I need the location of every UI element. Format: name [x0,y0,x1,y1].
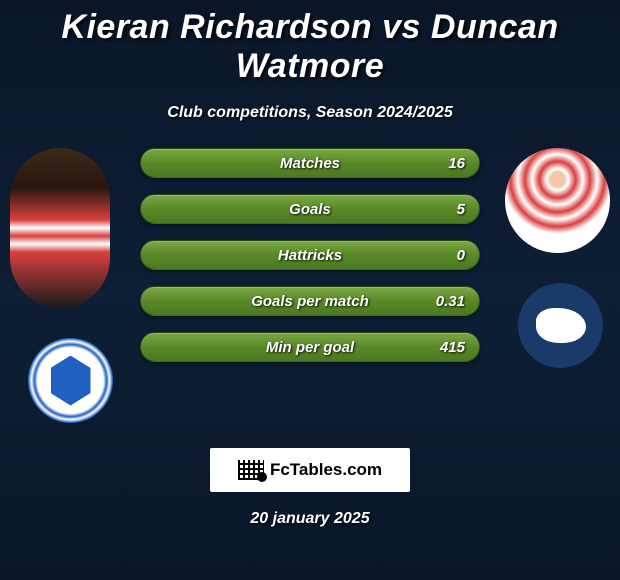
right-player-avatar [505,148,610,253]
left-player-avatar [10,148,110,308]
stat-row-hattricks: Hattricks 0 [140,240,480,270]
brand-logo-text: FcTables.com [270,460,382,480]
comparison-content: Matches 16 Goals 5 Hattricks 0 Goals per… [0,148,620,448]
stat-label: Matches [141,149,479,179]
stat-label: Goals [141,195,479,225]
stat-row-goals-per-match: Goals per match 0.31 [140,286,480,316]
brand-logo-icon [238,460,264,480]
page-title: Kieran Richardson vs Duncan Watmore [0,0,620,86]
stat-bars: Matches 16 Goals 5 Hattricks 0 Goals per… [140,148,480,378]
stat-value: 5 [457,195,465,225]
stat-row-matches: Matches 16 [140,148,480,178]
stat-value: 16 [448,149,465,179]
stat-label: Min per goal [141,333,479,363]
right-club-crest [518,283,603,368]
stat-row-goals: Goals 5 [140,194,480,224]
stat-label: Hattricks [141,241,479,271]
stat-label: Goals per match [141,287,479,317]
stat-row-min-per-goal: Min per goal 415 [140,332,480,362]
stat-value: 415 [440,333,465,363]
left-club-crest [28,338,113,423]
stat-value: 0 [457,241,465,271]
brand-logo: FcTables.com [210,448,410,492]
footer-date: 20 january 2025 [0,510,620,528]
stat-value: 0.31 [436,287,465,317]
subtitle: Club competitions, Season 2024/2025 [0,104,620,122]
